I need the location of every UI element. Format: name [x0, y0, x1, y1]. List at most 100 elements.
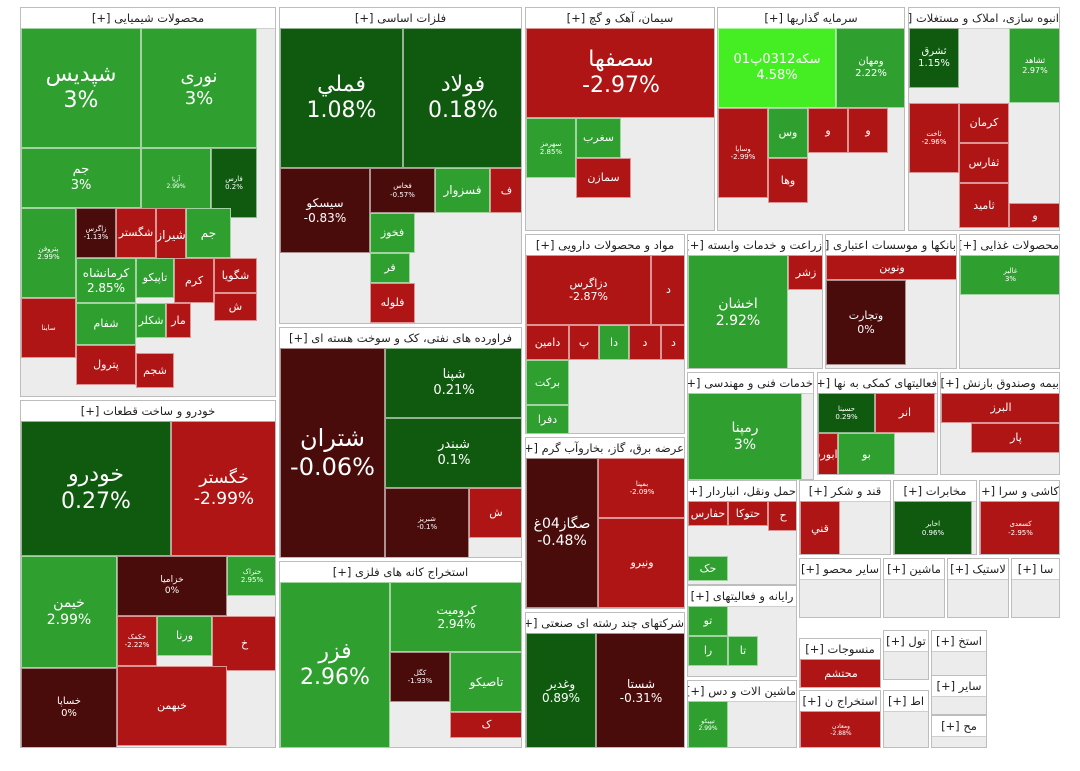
stock-tile[interactable]: شستا -0.31% — [596, 633, 684, 747]
sector-title[interactable]: سا [+] — [1012, 559, 1059, 580]
stock-tile[interactable]: آریا 2.99% — [141, 148, 211, 218]
stock-tile[interactable]: برکت — [526, 360, 569, 405]
sector-title[interactable]: مواد و محصولات دارویی [+] — [526, 235, 684, 256]
stock-tile[interactable]: ونوین — [826, 255, 956, 280]
sector-title[interactable]: فراورده های نفتی، کک و سوخت هسته ای [+] — [280, 328, 521, 349]
sector-title[interactable]: استخراج کانه های فلزی [+] — [280, 562, 521, 583]
stock-tile[interactable]: ختراک 2.95% — [227, 556, 275, 596]
stock-tile[interactable]: کرم — [174, 258, 214, 303]
sector-title[interactable]: بیمه وصندوق بازنش [+] — [941, 373, 1059, 394]
stock-tile[interactable]: فخوز — [370, 213, 415, 253]
stock-tile[interactable]: ف — [490, 168, 521, 213]
stock-tile[interactable]: د — [661, 325, 684, 360]
sector-tile[interactable]: محصولات شیمیایی [+] شپدیس 3% نوری 3% جم 3% آریا… — [20, 7, 276, 397]
stock-tile[interactable]: تاپیکو — [136, 258, 174, 298]
sector-title[interactable]: شرکتهای چند رشته ای صنعتی [+] — [526, 613, 684, 634]
stock-tile[interactable]: خبهمن — [117, 666, 227, 746]
sector-tile[interactable]: بیمه وصندوق بازنش [+] البرز پار — [940, 372, 1060, 475]
sector-title[interactable]: مح [+] — [932, 716, 986, 737]
sector-title[interactable]: خدمات فنی و مهندسی [+] — [688, 373, 813, 394]
stock-tile[interactable]: فخاس -0.57% — [370, 168, 435, 213]
sector-tile[interactable]: خودرو و ساخت قطعات [+] خودرو 0.27% خگستر -2.… — [20, 400, 276, 748]
sector-tile[interactable]: تول [+] — [883, 630, 929, 680]
stock-tile[interactable]: ونیرو — [598, 518, 684, 608]
stock-tile[interactable]: کرمانشاه 2.85% — [76, 258, 136, 303]
stock-tile[interactable]: د — [629, 325, 661, 360]
stock-tile[interactable]: حسینا 0.29% — [818, 393, 875, 433]
stock-tile[interactable]: خ — [212, 616, 275, 671]
stock-tile[interactable]: فلوله — [370, 283, 415, 323]
stock-tile[interactable]: وها — [768, 158, 808, 203]
stock-tile[interactable]: فملي 1.08% — [280, 28, 403, 168]
sector-tile[interactable]: لاستیک [+] — [947, 558, 1009, 618]
stock-tile[interactable]: شکلر — [136, 303, 166, 338]
sector-title[interactable]: تول [+] — [884, 631, 928, 652]
sector-tile[interactable]: محصولات غذایی [+] غالبر 3% — [959, 234, 1060, 369]
sector-tile[interactable]: استخراج ن [+] ومعادن -2.88% — [799, 690, 881, 748]
stock-tile[interactable]: کگل -1.93% — [390, 652, 450, 702]
stock-tile[interactable]: اخابر 0.96% — [894, 501, 972, 554]
stock-tile[interactable]: خزامیا 0% — [117, 556, 227, 616]
stock-tile[interactable]: پار — [971, 423, 1059, 453]
stock-tile[interactable]: فولاد 0.18% — [403, 28, 521, 168]
stock-tile[interactable]: سمازن — [576, 158, 631, 198]
stock-tile[interactable]: حک — [688, 556, 728, 581]
stock-tile[interactable]: دزاگرس -2.87% — [526, 255, 651, 325]
sector-title[interactable]: محصولات غذایی [+] — [960, 235, 1059, 256]
sector-title[interactable]: لاستیک [+] — [948, 559, 1008, 580]
stock-tile[interactable]: شگویا — [214, 258, 257, 293]
stock-tile[interactable]: ش — [469, 488, 521, 538]
sector-tile[interactable]: کاشی و سرا [+] کسعدی -2.95% — [979, 480, 1060, 555]
stock-tile[interactable]: ومهان 2.22% — [836, 28, 904, 108]
sector-title[interactable]: رایانه و فعالیتهای [+] — [688, 586, 796, 607]
stock-tile[interactable]: خساپا 0% — [21, 668, 117, 747]
sector-title[interactable]: ماشین [+] — [884, 559, 944, 580]
stock-tile[interactable]: را — [688, 636, 728, 666]
stock-tile[interactable]: ومعادن -2.88% — [800, 711, 880, 747]
stock-tile[interactable]: ثشاهد 2.97% — [1009, 28, 1059, 103]
sector-title[interactable]: کاشی و سرا [+] — [980, 481, 1059, 502]
stock-tile[interactable]: ثاخت -2.96% — [909, 103, 959, 173]
stock-tile[interactable]: پتروفن 2.99% — [21, 208, 76, 298]
sector-title[interactable]: خودرو و ساخت قطعات [+] — [21, 401, 275, 422]
sector-tile[interactable]: سیمان، آهک و گچ [+] سصفها -2.97% سهرمز 2.85%… — [525, 7, 715, 231]
sector-title[interactable]: انبوه سازی، املاک و مستغلات [+] — [909, 8, 1059, 29]
stock-tile[interactable]: جم — [186, 208, 231, 258]
stock-tile[interactable]: ثفارس — [959, 143, 1009, 183]
stock-tile[interactable]: کرومیت 2.94% — [390, 582, 521, 652]
stock-tile[interactable]: ش — [214, 293, 257, 321]
stock-tile[interactable]: پ — [569, 325, 599, 360]
stock-tile[interactable]: شپدیس 3% — [21, 28, 141, 148]
stock-tile[interactable]: جم 3% — [21, 148, 141, 208]
sector-title[interactable]: ماشین الات و دس [+] — [688, 681, 796, 702]
stock-tile[interactable]: خیمن 2.99% — [21, 556, 117, 668]
stock-tile[interactable]: شگستر — [116, 208, 156, 258]
stock-tile[interactable]: خگستر -2.99% — [171, 421, 275, 556]
stock-tile[interactable]: شجم — [136, 353, 174, 388]
stock-tile[interactable]: ثشرق 1.15% — [909, 28, 959, 88]
stock-tile[interactable]: سکه0312پ01 4.58% — [718, 28, 836, 108]
stock-tile[interactable]: فر — [370, 253, 410, 283]
stock-tile[interactable]: وس — [768, 108, 808, 158]
stock-tile[interactable]: د — [651, 255, 684, 325]
stock-tile[interactable]: کرمان — [959, 103, 1009, 143]
sector-title[interactable]: قند و شکر [+] — [800, 481, 890, 502]
stock-tile[interactable]: تو — [688, 606, 728, 636]
stock-tile[interactable]: انر — [875, 393, 935, 433]
sector-tile[interactable]: استخراج کانه های فلزی [+] فزر 2.96% کرومیت 2… — [279, 561, 522, 748]
sector-tile[interactable]: سایر محصو [+] — [799, 558, 881, 618]
stock-tile[interactable]: وغدیر 0.89% — [526, 633, 596, 747]
sector-tile[interactable]: شرکتهای چند رشته ای صنعتی [+] وغدیر 0.89% ش… — [525, 612, 685, 748]
sector-title[interactable]: فلزات اساسی [+] — [280, 8, 521, 29]
stock-tile[interactable]: شبریز -0.1% — [385, 488, 469, 557]
sector-title[interactable]: حمل ونقل، انباردار [+] — [688, 481, 796, 502]
stock-tile[interactable]: تا — [728, 636, 758, 666]
sector-tile[interactable]: مح [+] — [931, 715, 987, 748]
stock-tile[interactable]: زاگرس -1.13% — [76, 208, 116, 258]
stock-tile[interactable]: بمپنا -2.09% — [598, 458, 684, 518]
sector-title[interactable]: مخابرات [+] — [894, 481, 976, 502]
stock-tile[interactable]: شبندر 0.1% — [385, 418, 521, 488]
sector-title[interactable]: استخراج ن [+] — [800, 691, 880, 712]
sector-tile[interactable]: زراعت و خدمات وابسته [+] اخشان 2.92% زشر — [687, 234, 823, 369]
